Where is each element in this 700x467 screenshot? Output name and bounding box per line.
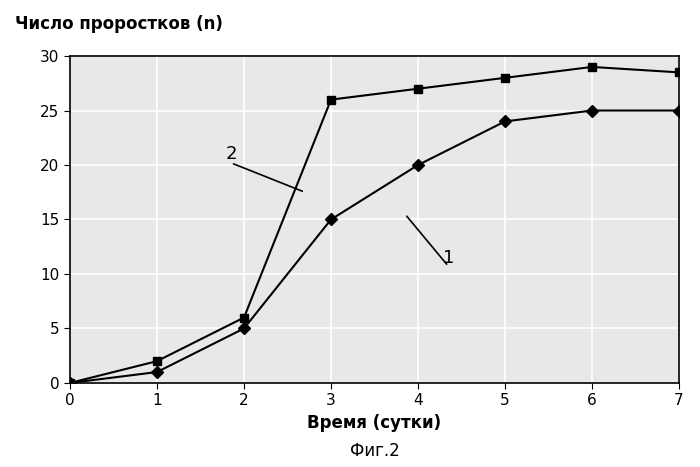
Text: 2: 2 [225,145,237,163]
X-axis label: Время (сутки): Время (сутки) [307,414,442,432]
Text: Фиг.2: Фиг.2 [349,442,400,460]
Text: 1: 1 [443,248,454,267]
Text: Число проростков (n): Число проростков (n) [15,15,223,33]
